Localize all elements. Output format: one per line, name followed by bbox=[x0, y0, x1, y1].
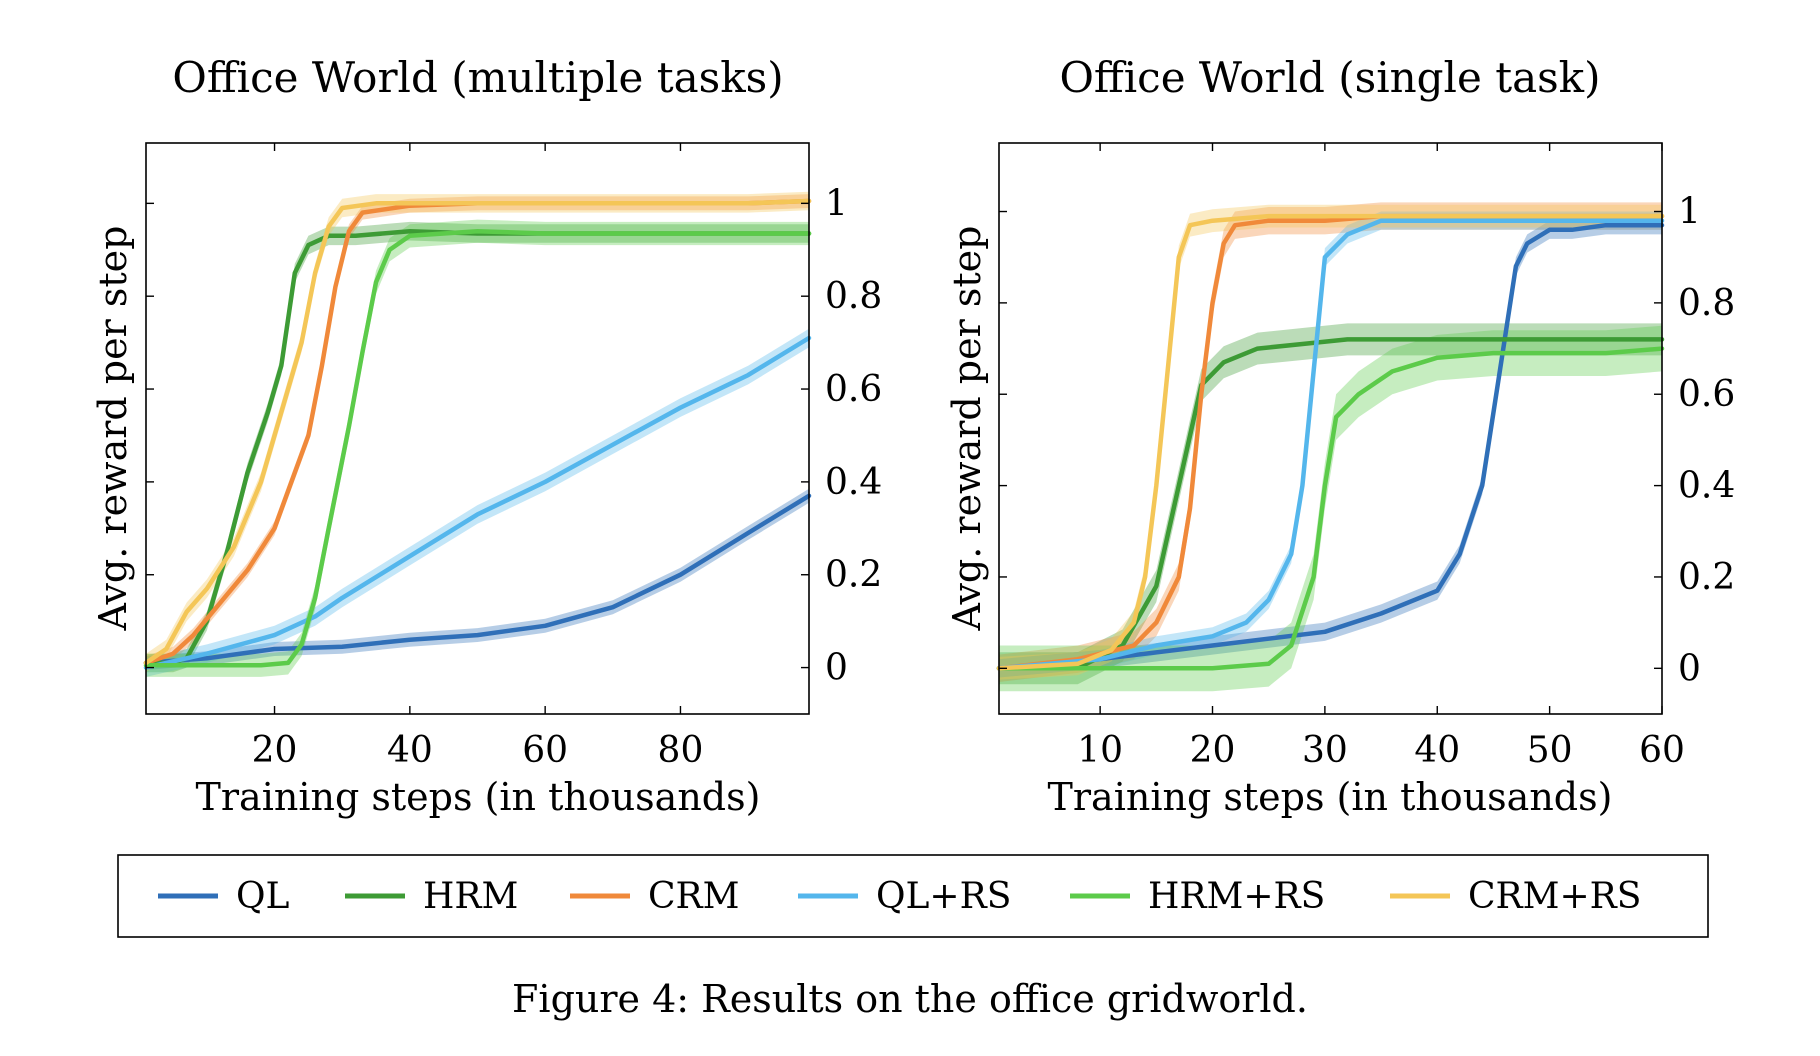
y-tick-label: 0.6 bbox=[1678, 374, 1735, 415]
series-lines bbox=[143, 198, 812, 670]
series-lines bbox=[996, 213, 1665, 671]
chart-title: Office World (multiple tasks) bbox=[172, 53, 783, 102]
chart-single-task: Office World (single task) 10 20 30 40 50 60 … bbox=[945, 53, 1735, 819]
y-tick-label: 0 bbox=[1678, 648, 1701, 689]
band-crm-rs bbox=[146, 191, 809, 673]
y-tick-label: 0.2 bbox=[825, 555, 882, 596]
line-hrm bbox=[996, 337, 1665, 671]
band-hrm bbox=[146, 221, 809, 673]
line-crm bbox=[143, 198, 812, 666]
band-hrm-rs bbox=[999, 325, 1662, 692]
y-tick-label: 0.4 bbox=[1678, 466, 1735, 507]
y-ticks: 0 0.2 0.4 0.6 0.8 1 bbox=[999, 192, 1735, 689]
line-ql bbox=[996, 222, 1665, 671]
x-tick-label: 50 bbox=[1527, 730, 1573, 771]
y-tick-label: 0.2 bbox=[1678, 557, 1735, 598]
x-tick-label: 60 bbox=[1639, 730, 1685, 771]
line-ql bbox=[143, 493, 812, 666]
series-bands bbox=[999, 202, 1662, 692]
y-ticks: 0 0.2 0.4 0.6 0.8 1 bbox=[146, 183, 882, 689]
legend-label: QL bbox=[236, 876, 290, 917]
line-hrm-rs bbox=[996, 346, 1665, 671]
x-tick-label: 20 bbox=[252, 730, 298, 771]
x-tick-label: 80 bbox=[658, 730, 704, 771]
legend-label: CRM bbox=[648, 876, 740, 917]
line-hrm bbox=[143, 228, 812, 666]
y-tick-label: 1 bbox=[1678, 192, 1701, 233]
legend-label: CRM+RS bbox=[1468, 876, 1641, 917]
band-hrm-rs bbox=[146, 219, 809, 677]
y-tick-label: 0.6 bbox=[825, 369, 882, 410]
y-axis-label: Avg. reward per step bbox=[91, 226, 135, 632]
x-tick-label: 20 bbox=[1190, 730, 1236, 771]
figure-caption: Figure 4: Results on the office gridworl… bbox=[512, 977, 1308, 1021]
legend-label: HRM bbox=[423, 876, 518, 917]
x-axis-label: Training steps (in thousands) bbox=[196, 775, 761, 819]
x-tick-label: 40 bbox=[387, 730, 433, 771]
y-tick-label: 0.8 bbox=[825, 276, 882, 317]
y-tick-label: 0 bbox=[825, 648, 848, 689]
chart-title: Office World (single task) bbox=[1059, 53, 1600, 102]
x-tick-label: 40 bbox=[1414, 730, 1460, 771]
x-tick-label: 10 bbox=[1077, 730, 1123, 771]
y-tick-label: 1 bbox=[825, 183, 848, 224]
plot-frame bbox=[998, 142, 1663, 715]
band-ql-rs bbox=[146, 328, 809, 677]
line-crm-rs bbox=[143, 198, 812, 666]
chart-multiple-tasks: Office World (multiple tasks) 20 40 60 80 0… bbox=[91, 53, 882, 819]
y-tick-label: 0.8 bbox=[1678, 283, 1735, 324]
x-ticks: 20 40 60 80 bbox=[252, 143, 704, 771]
y-axis-label: Avg. reward per step bbox=[945, 226, 989, 632]
plot-frame bbox=[145, 142, 810, 715]
legend-label: HRM+RS bbox=[1148, 876, 1325, 917]
y-tick-label: 0.4 bbox=[825, 462, 882, 503]
x-tick-label: 60 bbox=[522, 730, 568, 771]
x-tick-label: 30 bbox=[1302, 730, 1348, 771]
line-crm-rs bbox=[996, 213, 1665, 671]
line-ql-rs bbox=[143, 335, 812, 670]
series-bands bbox=[146, 191, 809, 677]
x-axis-label: Training steps (in thousands) bbox=[1048, 775, 1613, 819]
legend: QL HRM CRM QL+RS HRM+RS CRM+RS bbox=[117, 854, 1709, 938]
x-ticks: 10 20 30 40 50 60 bbox=[1077, 143, 1685, 771]
legend-label: QL+RS bbox=[876, 876, 1011, 917]
line-hrm-rs bbox=[143, 228, 812, 668]
band-crm bbox=[146, 194, 809, 670]
line-ql-rs bbox=[996, 218, 1665, 671]
